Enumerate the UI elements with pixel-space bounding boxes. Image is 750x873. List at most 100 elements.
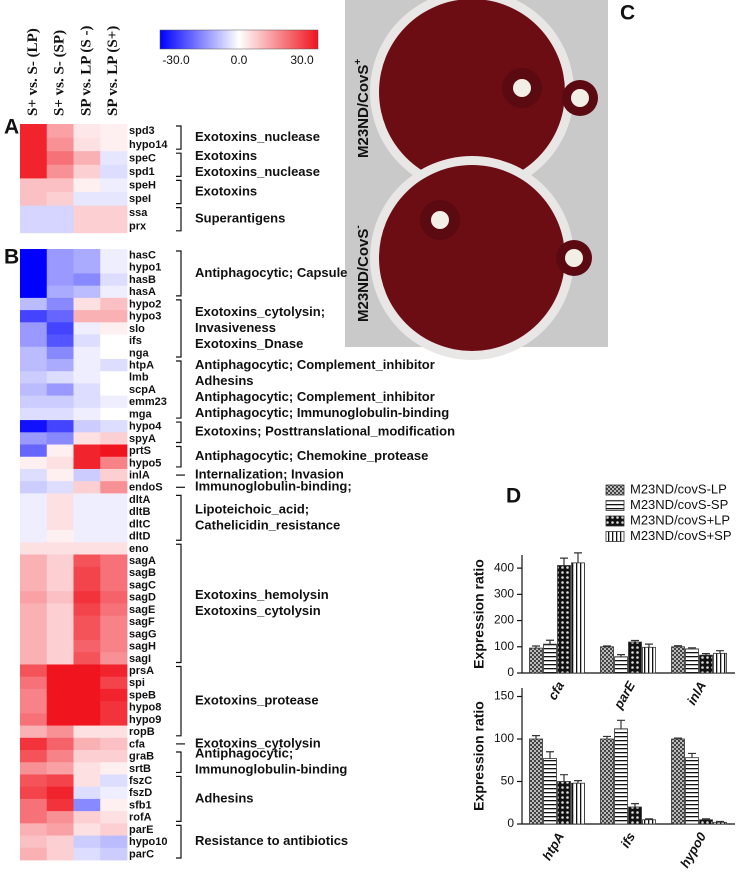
- gene-label: hasA: [129, 286, 156, 298]
- gene-label: sagD: [129, 592, 156, 604]
- x-tick-label: ifs: [617, 830, 638, 851]
- legend-label: M23ND/covS+SP: [630, 528, 732, 543]
- heatmap-cell: [73, 322, 101, 335]
- gene-label: graB: [129, 751, 154, 763]
- colorbar-tick-label: 30.0: [290, 53, 314, 67]
- annotation: Exotoxins: [195, 183, 257, 198]
- gene-label: sagC: [129, 579, 156, 591]
- heatmap-cell: [20, 456, 48, 470]
- panel-label: D: [506, 485, 521, 508]
- gene-label: hypo3: [129, 311, 161, 323]
- heatmap-cell: [46, 310, 74, 323]
- bar: [529, 647, 543, 674]
- heatmap-cell: [46, 151, 74, 166]
- annotation: Resistance to antibiotics: [195, 833, 348, 848]
- heatmap-cell: [20, 249, 48, 262]
- gene-label: sagG: [129, 628, 157, 640]
- bar: [600, 738, 614, 825]
- bar: [699, 819, 713, 825]
- heatmap-cell: [20, 701, 48, 714]
- gene-label: sagE: [129, 604, 155, 616]
- heatmap-cell: [100, 468, 128, 482]
- gene-label: dltA: [129, 494, 150, 506]
- bracket: [176, 360, 182, 419]
- heatmap-cell: [100, 798, 128, 812]
- colorbar-tick-label: 0.0: [231, 53, 248, 67]
- heatmap-cell: [73, 676, 101, 690]
- heatmap-cell: [46, 640, 74, 653]
- error-bar: [702, 652, 710, 656]
- heatmap-cell: [100, 640, 128, 653]
- error-bar: [688, 647, 696, 649]
- heatmap-cell: [20, 640, 48, 653]
- gene-label: sagB: [129, 567, 156, 579]
- heatmap-cell: [46, 835, 74, 849]
- heatmap-cell: [46, 750, 74, 763]
- heatmap-cell: [46, 688, 74, 702]
- bar: [628, 806, 642, 825]
- heatmap-cell: [73, 554, 101, 568]
- annotation: Antiphagocytic;: [195, 746, 293, 761]
- colorbar-tick-label: -30.0: [162, 53, 190, 67]
- heatmap-cell: [73, 847, 101, 861]
- heatmap-cell: [73, 664, 101, 678]
- x-tick-label: inlA: [684, 679, 709, 708]
- heatmap-cell: [73, 603, 101, 616]
- heatmap-cell: [73, 468, 101, 482]
- heatmap-cell: [100, 786, 128, 800]
- heatmap-cell: [20, 178, 48, 193]
- error-bar: [674, 645, 682, 647]
- heatmap-cell: [100, 701, 128, 714]
- heatmap-cell: [46, 249, 74, 262]
- y-tick-label: 200: [494, 613, 514, 627]
- annotation: Cathelicidin_resistance: [195, 517, 340, 532]
- heatmap-cell: [46, 676, 74, 690]
- heatmap-cell: [46, 164, 74, 179]
- disc: [513, 79, 531, 97]
- heatmap-cell: [73, 652, 101, 665]
- heatmap-cell: [46, 762, 74, 775]
- heatmap-cell: [73, 578, 101, 592]
- heatmap-cell: [46, 432, 74, 445]
- bar: [628, 641, 642, 674]
- heatmap-cell: [46, 124, 74, 138]
- gene-label: endoS: [129, 482, 163, 494]
- gene-label: inlA: [129, 469, 150, 481]
- heatmap-cell: [73, 762, 101, 775]
- heatmap-cell: [20, 493, 48, 507]
- plate-strain: M23ND/CovS: [355, 229, 372, 322]
- heatmap-cell: [46, 517, 74, 531]
- heatmap-cell: [73, 566, 101, 580]
- error-bar: [631, 803, 639, 807]
- heatmap-cell: [73, 591, 101, 604]
- heatmap-cell: [100, 530, 128, 543]
- heatmap-cell: [20, 835, 48, 849]
- error-bar: [532, 735, 540, 739]
- heatmap-cell: [100, 823, 128, 836]
- heatmap-cell: [46, 554, 74, 568]
- heatmap-cell: [73, 273, 101, 287]
- error-bar: [560, 774, 568, 782]
- heatmap-cell: [73, 285, 101, 299]
- x-tick-label: cfa: [545, 679, 567, 703]
- heatmap-cell: [100, 178, 128, 193]
- heatmap-cell: [46, 297, 74, 311]
- heatmap-cell: [20, 219, 48, 234]
- bar: [614, 656, 628, 674]
- x-tick-label: parE: [610, 678, 638, 712]
- annotation: Immunoglobulin-binding: [195, 762, 347, 777]
- gene-label: speH: [129, 180, 156, 192]
- heatmap-cell: [100, 737, 128, 751]
- heatmap-cell: [20, 310, 48, 323]
- heatmap-cell: [46, 493, 74, 507]
- heatmap-cell: [73, 164, 101, 179]
- heatmap-cell: [73, 530, 101, 543]
- heatmap-cell: [20, 517, 48, 531]
- heatmap-cell: [73, 334, 101, 348]
- heatmap-cell: [20, 786, 48, 800]
- heatmap-cell: [73, 615, 101, 629]
- bar: [713, 821, 727, 825]
- heatmap-cell: [100, 578, 128, 592]
- gene-label: lmb: [129, 372, 149, 384]
- plate-strain: M23ND/CovS: [355, 65, 372, 158]
